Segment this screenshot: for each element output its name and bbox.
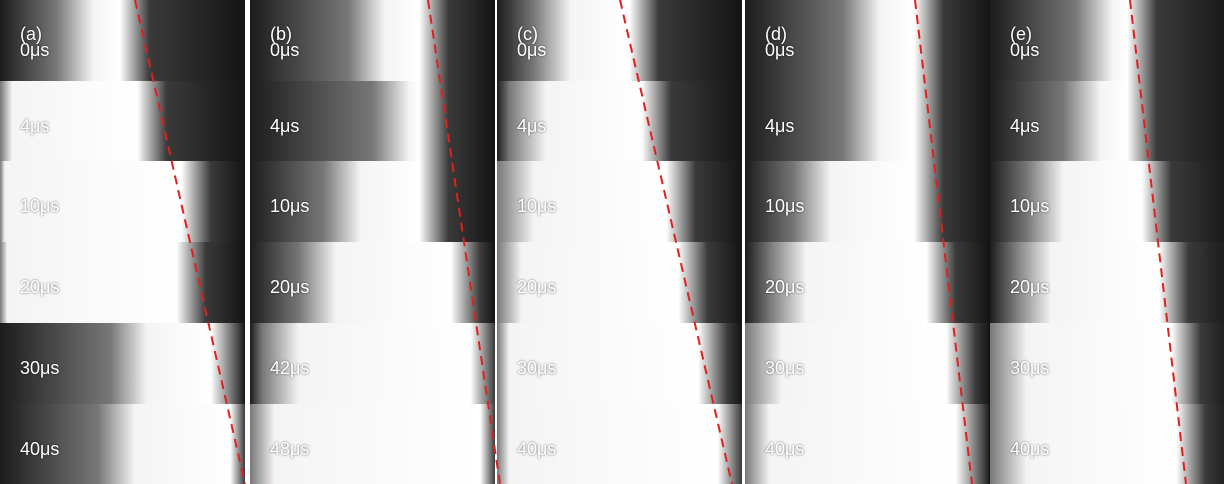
- front-line: [620, 0, 732, 484]
- front-line: [1130, 0, 1186, 484]
- front-line: [428, 0, 500, 484]
- guide-lines: [0, 0, 1224, 484]
- front-line: [135, 0, 245, 484]
- figure: 0μs4μs10μs20μs30μs40μs(a)0μs4μs10μs20μs4…: [0, 0, 1224, 484]
- front-line: [915, 0, 972, 484]
